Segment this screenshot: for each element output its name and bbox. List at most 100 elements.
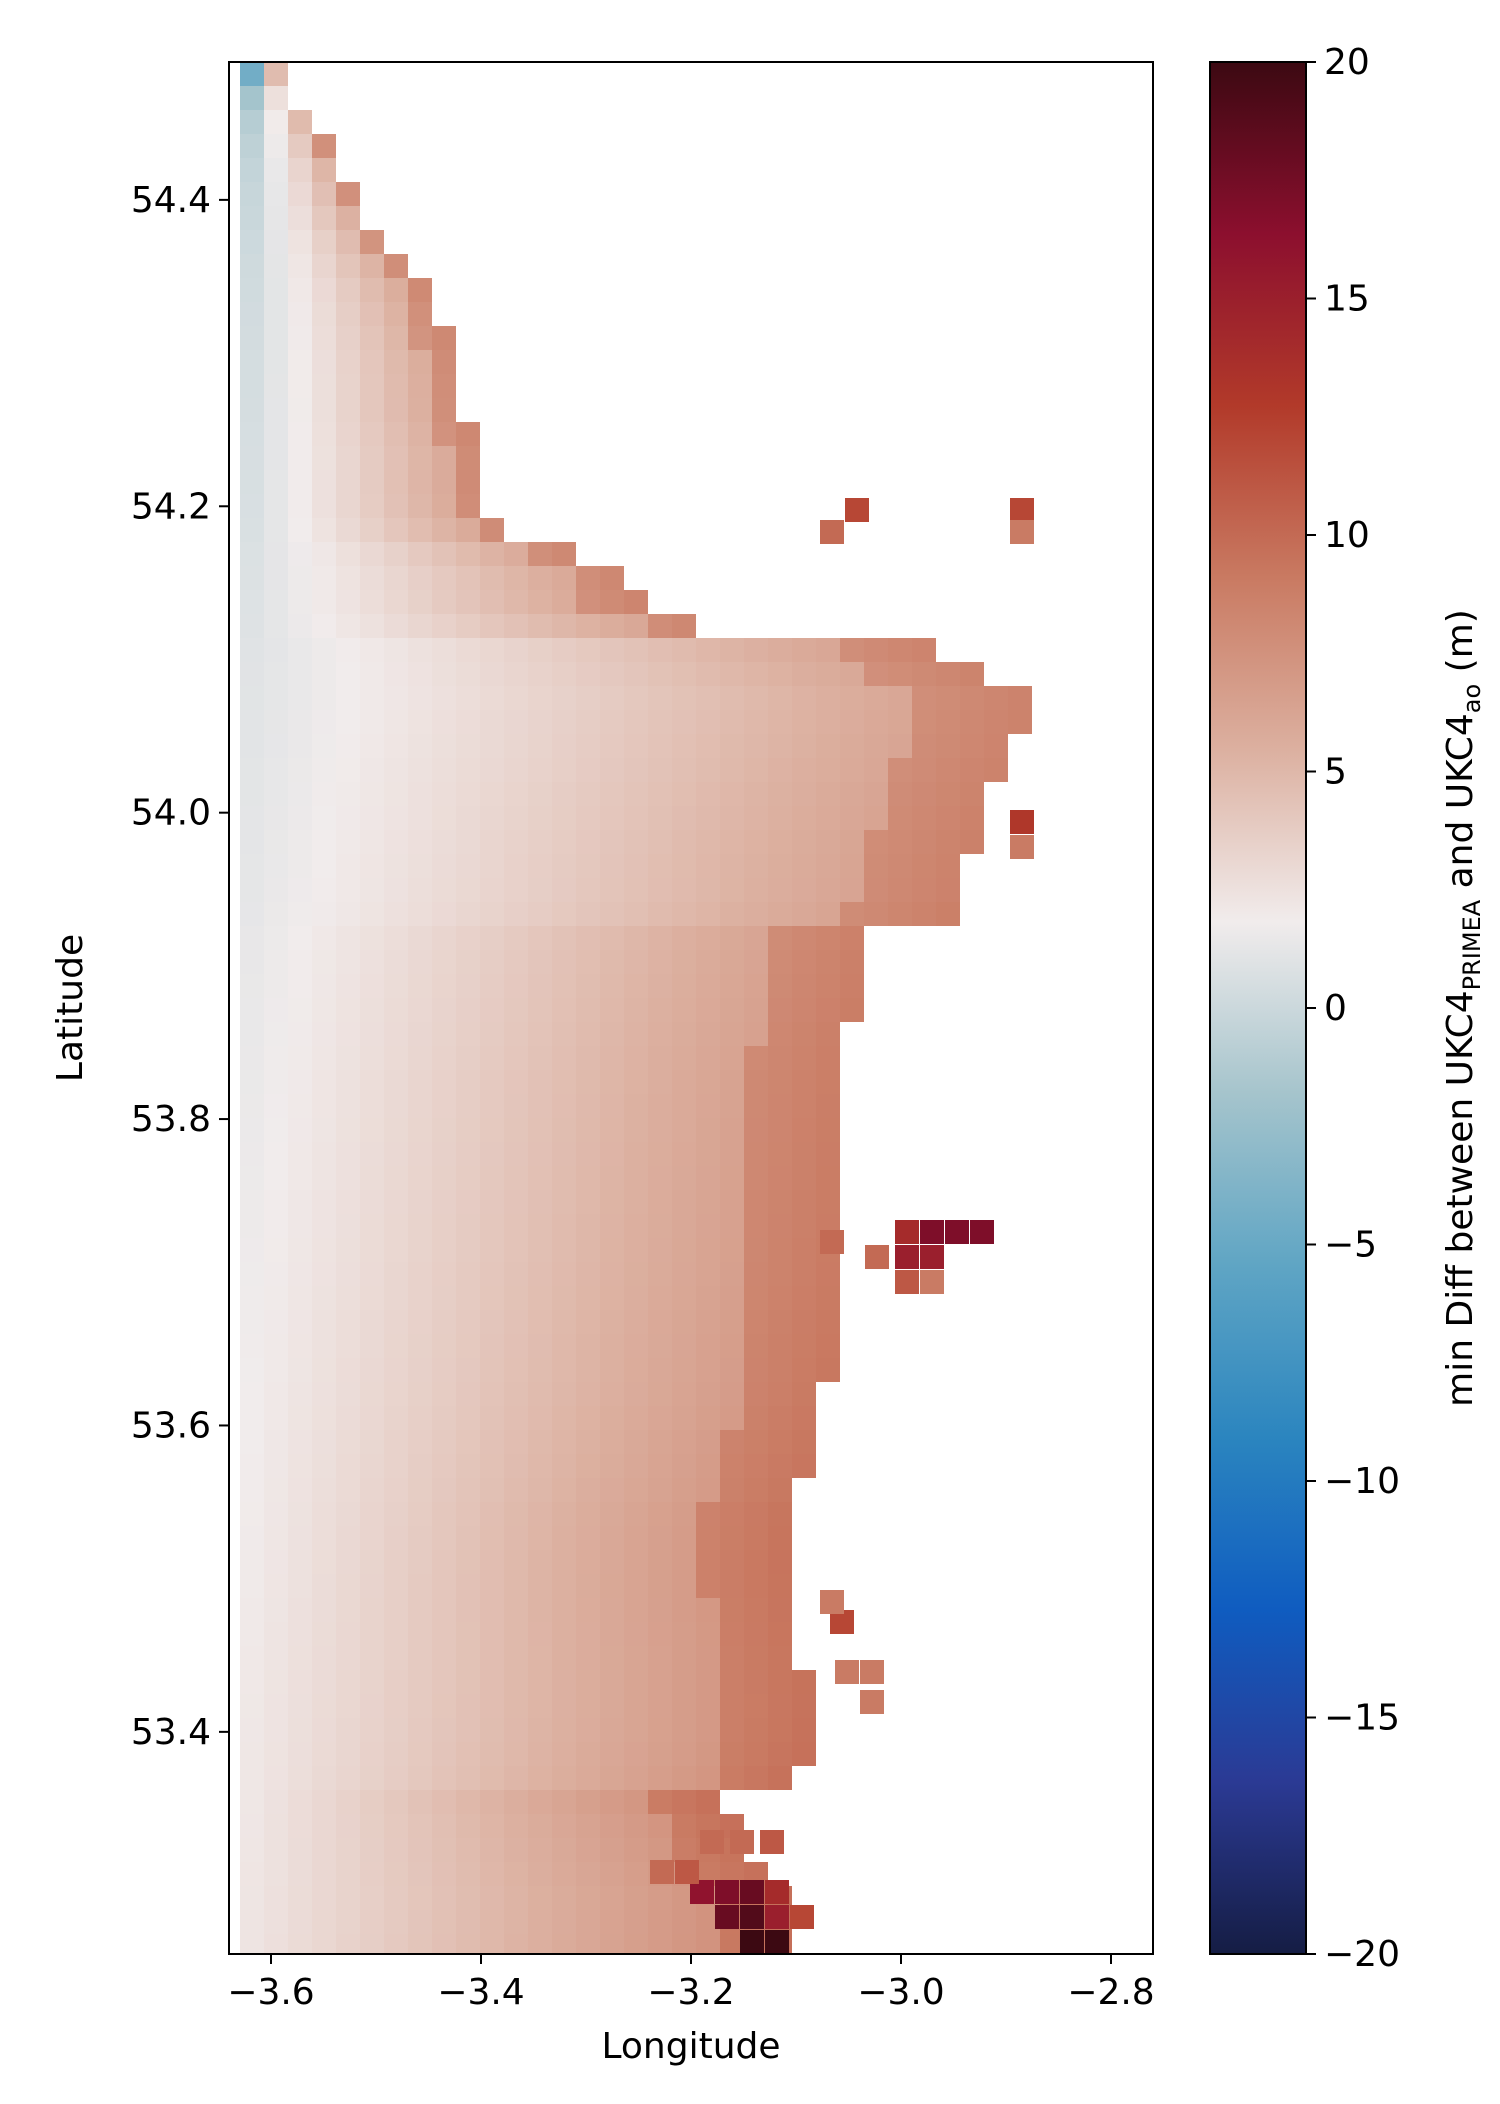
heatmap-cell bbox=[336, 1310, 360, 1334]
heatmap-cell bbox=[552, 1358, 576, 1382]
heatmap-cell bbox=[912, 758, 936, 782]
heatmap-cell bbox=[360, 1814, 384, 1838]
heatmap-cell bbox=[672, 1238, 696, 1262]
heatmap-cell bbox=[768, 974, 792, 998]
heatmap-cell bbox=[312, 134, 336, 158]
heatmap-cell bbox=[720, 1550, 744, 1574]
heatmap-cell bbox=[240, 1022, 264, 1046]
heatmap-cell bbox=[384, 1790, 408, 1814]
heatmap-cell bbox=[600, 1022, 624, 1046]
heatmap-cell bbox=[768, 686, 792, 710]
heatmap-cell bbox=[240, 1790, 264, 1814]
heatmap-cell bbox=[480, 1214, 504, 1238]
heatmap-cell bbox=[456, 782, 480, 806]
heatmap-cell bbox=[792, 1262, 816, 1286]
heatmap-cell bbox=[552, 1742, 576, 1766]
heatmap-cell bbox=[456, 1574, 480, 1598]
heatmap-cell bbox=[432, 1718, 456, 1742]
heatmap-cell bbox=[624, 974, 648, 998]
heatmap-cell bbox=[408, 1142, 432, 1166]
heatmap-cell bbox=[312, 1694, 336, 1718]
heatmap-cell bbox=[264, 1142, 288, 1166]
heatmap-cell bbox=[408, 590, 432, 614]
heatmap-cell bbox=[408, 710, 432, 734]
heatmap-cell bbox=[720, 1358, 744, 1382]
heatmap-cell bbox=[336, 494, 360, 518]
heatmap-cell bbox=[480, 854, 504, 878]
heatmap-cell bbox=[504, 566, 528, 590]
heatmap-cell bbox=[696, 1358, 720, 1382]
heatmap-cell bbox=[648, 1070, 672, 1094]
heatmap-cell bbox=[696, 1238, 720, 1262]
heatmap-cell bbox=[504, 1790, 528, 1814]
heatmap-cell bbox=[552, 1670, 576, 1694]
heatmap-cell bbox=[504, 998, 528, 1022]
heatmap-cell bbox=[264, 638, 288, 662]
heatmap-cell bbox=[648, 1454, 672, 1478]
heatmap-cell bbox=[744, 1550, 768, 1574]
heatmap-cell bbox=[648, 710, 672, 734]
heatmap-cell bbox=[960, 758, 984, 782]
heatmap-cell bbox=[240, 854, 264, 878]
heatmap-cell bbox=[264, 254, 288, 278]
heatmap-cell bbox=[696, 1190, 720, 1214]
heatmap-cell bbox=[528, 1502, 552, 1526]
heatmap-cell bbox=[408, 734, 432, 758]
heatmap-cell bbox=[504, 1286, 528, 1310]
heatmap-cell bbox=[504, 1430, 528, 1454]
heatmap-cell bbox=[600, 1238, 624, 1262]
heatmap-cell bbox=[456, 1310, 480, 1334]
heatmap-cell bbox=[240, 1910, 264, 1934]
heatmap-cell bbox=[384, 1166, 408, 1190]
heatmap-cell bbox=[480, 1814, 504, 1838]
heatmap-cell bbox=[480, 1310, 504, 1334]
heatmap-cell bbox=[888, 902, 912, 926]
heatmap-cell bbox=[912, 710, 936, 734]
heatmap-cell bbox=[480, 1382, 504, 1406]
heatmap-cell bbox=[552, 686, 576, 710]
heatmap-cell bbox=[600, 1718, 624, 1742]
heatmap-cell bbox=[528, 1574, 552, 1598]
heatmap-cell bbox=[240, 1382, 264, 1406]
heatmap-cell bbox=[288, 1526, 312, 1550]
heatmap-cell bbox=[264, 446, 288, 470]
heatmap-cell bbox=[720, 686, 744, 710]
heatmap-cell bbox=[384, 326, 408, 350]
heatmap-cell bbox=[408, 1646, 432, 1670]
heatmap-cell bbox=[288, 1094, 312, 1118]
heatmap-cell bbox=[600, 1574, 624, 1598]
heatmap-cell bbox=[432, 1646, 456, 1670]
heatmap-cell bbox=[264, 1742, 288, 1766]
heatmap-cell bbox=[240, 182, 264, 206]
heatmap-cell bbox=[504, 1574, 528, 1598]
heatmap-cell bbox=[480, 1286, 504, 1310]
heatmap-cell bbox=[792, 1070, 816, 1094]
heatmap-cell bbox=[768, 782, 792, 806]
heatmap-cell bbox=[648, 1526, 672, 1550]
heatmap-cell bbox=[384, 1022, 408, 1046]
heatmap-cell bbox=[648, 1694, 672, 1718]
heatmap-cell bbox=[360, 1454, 384, 1478]
heatmap-cell bbox=[624, 1358, 648, 1382]
heatmap-cell bbox=[744, 830, 768, 854]
heatmap-cell bbox=[288, 1910, 312, 1934]
heatmap-cell bbox=[336, 1262, 360, 1286]
heatmap-cell bbox=[600, 1406, 624, 1430]
heatmap-cell bbox=[624, 1070, 648, 1094]
heatmap-cell bbox=[984, 758, 1008, 782]
heatmap-cell bbox=[720, 1670, 744, 1694]
heatmap-cell bbox=[312, 398, 336, 422]
heatmap-cell bbox=[336, 182, 360, 206]
heatmap-cell bbox=[432, 1670, 456, 1694]
heatmap-cell bbox=[768, 1430, 792, 1454]
heatmap-cell bbox=[288, 662, 312, 686]
heatmap-cell bbox=[576, 1262, 600, 1286]
heatmap-cell-hotspot bbox=[1010, 498, 1034, 522]
heatmap-cell bbox=[288, 734, 312, 758]
heatmap-cell-hotspot bbox=[895, 1270, 919, 1294]
heatmap-cell bbox=[432, 398, 456, 422]
heatmap-cell bbox=[264, 1526, 288, 1550]
heatmap-cell bbox=[480, 1886, 504, 1910]
heatmap-cell bbox=[240, 302, 264, 326]
heatmap-cell-hotspot bbox=[740, 1905, 764, 1929]
